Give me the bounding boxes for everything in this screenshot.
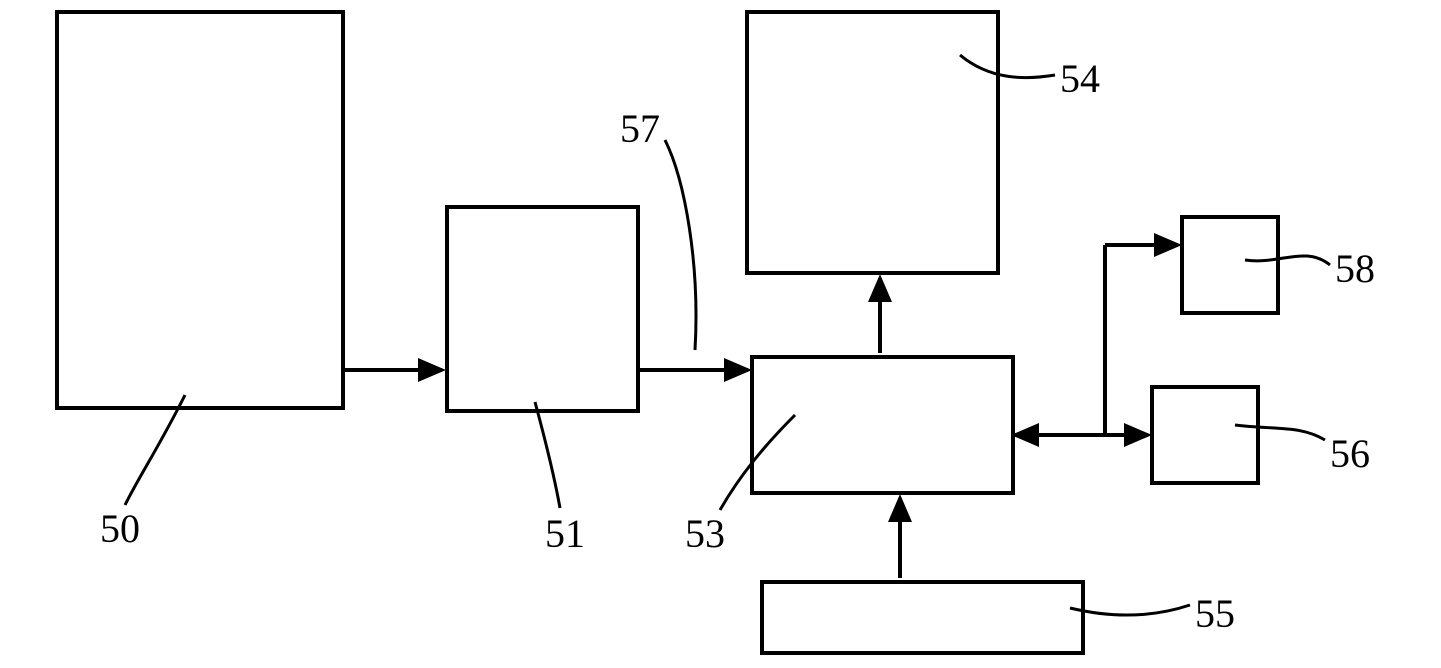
label-50: 50 [100, 505, 140, 552]
leader-55 [1070, 605, 1190, 615]
block-diagram: 50 51 53 54 55 56 57 58 [0, 0, 1441, 668]
label-56: 56 [1330, 430, 1370, 477]
leader-50 [125, 395, 185, 505]
label-53: 53 [685, 510, 725, 557]
label-58: 58 [1335, 245, 1375, 292]
leader-51 [535, 402, 560, 508]
leader-53 [720, 415, 795, 510]
connections [0, 0, 1441, 668]
label-51: 51 [545, 510, 585, 557]
label-54: 54 [1060, 55, 1100, 102]
leader-58 [1245, 256, 1330, 265]
leader-56 [1235, 425, 1325, 440]
leader-54 [960, 55, 1055, 78]
leader-57 [665, 140, 696, 350]
label-57: 57 [620, 105, 660, 152]
label-55: 55 [1195, 590, 1235, 637]
